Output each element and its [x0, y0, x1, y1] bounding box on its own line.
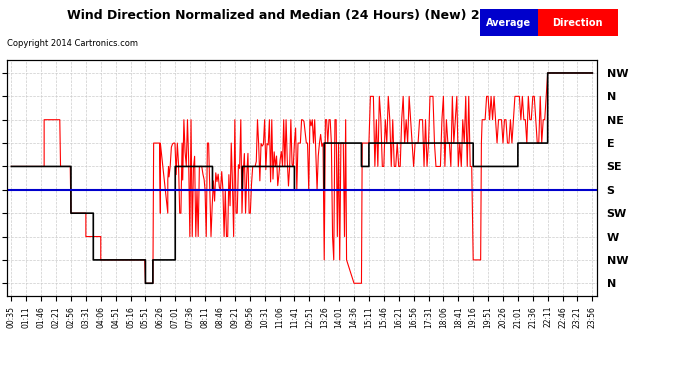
Text: Average: Average [486, 18, 531, 27]
Text: Wind Direction Normalized and Median (24 Hours) (New) 20140811: Wind Direction Normalized and Median (24… [67, 9, 540, 22]
Text: Copyright 2014 Cartronics.com: Copyright 2014 Cartronics.com [7, 39, 138, 48]
Text: Direction: Direction [553, 18, 603, 27]
